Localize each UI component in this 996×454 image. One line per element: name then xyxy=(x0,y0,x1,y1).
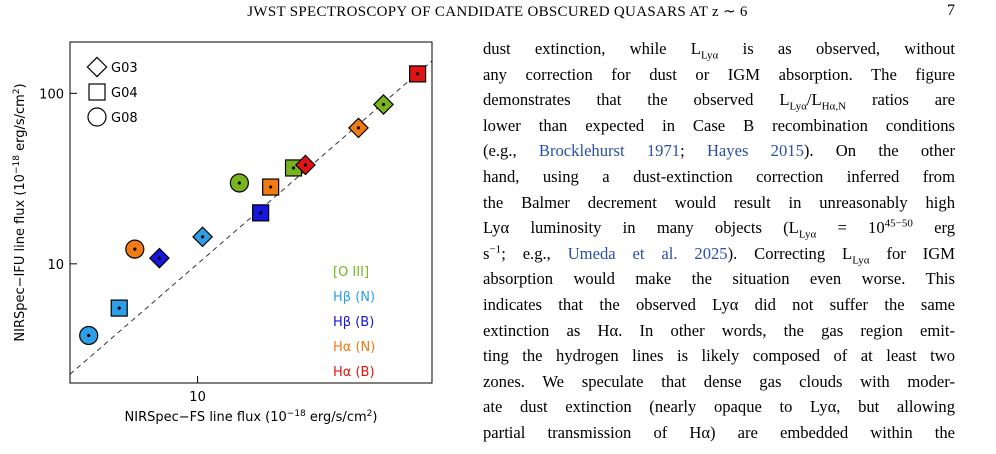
text-segment: lower than expected in Case B recombinat… xyxy=(483,115,955,135)
y-axis-label-part: −18 xyxy=(12,155,22,174)
y-axis-label-part: 2 xyxy=(12,88,22,94)
marker-center xyxy=(117,306,121,310)
text-line: hand, using a dust-extinction correction… xyxy=(483,167,955,187)
text-segment: ; e.g., xyxy=(501,243,568,263)
text-line: (e.g., Brocklehurst 1971; Hayes 2015). O… xyxy=(483,141,955,161)
one-to-one-line xyxy=(70,60,432,375)
text-segment: for IGM xyxy=(869,243,955,263)
header-title: JWST SPECTROSCOPY OF CANDIDATE OBSCURED … xyxy=(247,4,748,20)
text-line: Lyα luminosity in many objects (LLyα = 1… xyxy=(483,217,955,241)
text-segment: −1 xyxy=(489,243,502,256)
page-number: 7 xyxy=(947,2,955,19)
plot-frame xyxy=(69,41,433,384)
text-segment: 45−50 xyxy=(884,217,913,230)
marker-center xyxy=(291,166,296,170)
legend-label: Hβ (N) xyxy=(333,290,375,305)
text-segment: ratios are xyxy=(846,90,955,110)
text-segment: extinction as Hα. In other words, the ga… xyxy=(483,320,955,340)
text-segment: s xyxy=(483,243,490,263)
legend-label: G04 xyxy=(111,86,138,101)
marker-center xyxy=(416,72,420,76)
marker-center xyxy=(200,235,205,239)
x-axis-label-part: NIRSpec−FS line flux (10 xyxy=(125,410,287,425)
text-segment: ting the hydrogen lines is likely compos… xyxy=(483,346,955,366)
marker-center xyxy=(133,247,137,251)
legend-label: Hα (B) xyxy=(333,365,375,380)
text-segment: partial transmission of Hα) are embedded… xyxy=(483,423,955,442)
marker-center xyxy=(381,102,386,107)
text-segment: Lyα xyxy=(798,228,817,241)
marker-diamond xyxy=(86,56,108,78)
x-axis-label-part: ) xyxy=(372,410,377,425)
text-segment: ). On the other xyxy=(803,141,955,161)
text-segment: Lyα xyxy=(700,49,719,62)
marker-center xyxy=(87,333,91,338)
x-axis-label-part: −18 xyxy=(287,409,306,419)
text-segment: hand, using a dust-extinction correction… xyxy=(483,167,955,186)
marker-center xyxy=(259,211,263,215)
marker-center xyxy=(269,185,273,189)
text-line: absorption would make the situation even… xyxy=(483,269,955,289)
text-line: partial transmission of Hα) are embedded… xyxy=(483,423,955,443)
text-segment: (e.g., xyxy=(483,141,539,161)
text-line: ting the hydrogen lines is likely compos… xyxy=(483,346,955,366)
legend-label: [O III] xyxy=(333,265,369,280)
marker-circle xyxy=(87,107,107,127)
x-axis-label-part: erg/s/cm xyxy=(306,410,367,425)
text-segment: zones. We speculate that dense gas cloud… xyxy=(483,371,955,391)
text-segment: Lyα xyxy=(789,100,807,113)
marker-center xyxy=(356,126,361,130)
text-line: dust extinction, while LLyα is as observ… xyxy=(483,39,955,62)
citation-link[interactable]: Hayes 2015 xyxy=(706,141,804,161)
text-line: zones. We speculate that dense gas cloud… xyxy=(483,372,955,392)
y-tick-label: 100 xyxy=(39,87,64,102)
text-segment: indicates that the observed Lyα did not … xyxy=(483,295,955,314)
x-axis-label-part: 2 xyxy=(367,409,373,419)
text-segment: /L xyxy=(806,90,822,110)
text-segment: dust extinction, while L xyxy=(483,39,701,58)
y-axis-label-part: NIRSpec−IFU line flux (10 xyxy=(13,174,28,342)
text-segment: ate dust extinction (nearly opaque to Ly… xyxy=(483,397,955,417)
x-axis-label: NIRSpec−FS line flux (10−18 erg/s/cm2) xyxy=(125,409,378,425)
marker-center xyxy=(237,181,241,185)
text-line: the Balmer decrement would result in unr… xyxy=(483,193,955,213)
text-segment: the Balmer decrement would result in unr… xyxy=(483,192,955,212)
text-segment: = 10 xyxy=(816,218,885,238)
text-segment: Lyα luminosity in many objects (L xyxy=(483,218,799,238)
y-axis-label-part: ) xyxy=(13,83,28,88)
marker-center xyxy=(157,256,162,260)
y-axis-label-part: erg/s/cm xyxy=(13,94,28,155)
legend-label: Hα (N) xyxy=(333,340,375,355)
text-segment: ). Correcting L xyxy=(727,243,853,263)
text-line: s−1; e.g., Umeda et al. 2025). Correctin… xyxy=(483,243,955,267)
marker-center xyxy=(303,163,308,167)
legend-label: Hβ (B) xyxy=(333,315,374,330)
text-segment: absorption would make the situation even… xyxy=(483,269,955,289)
text-segment: ; xyxy=(680,141,707,161)
text-line: lower than expected in Case B recombinat… xyxy=(483,116,955,136)
citation-link[interactable]: Umeda et al. 2025 xyxy=(567,243,728,263)
y-tick-label: 10 xyxy=(47,258,64,273)
text-line: any correction for dust or IGM absorptio… xyxy=(483,65,955,85)
y-axis-label: NIRSpec−IFU line flux (10−18 erg/s/cm2) xyxy=(12,83,28,341)
text-line: extinction as Hα. In other words, the ga… xyxy=(483,321,955,341)
legend-label: G08 xyxy=(111,111,138,126)
text-segment: erg xyxy=(912,218,955,238)
text-line: indicates that the observed Lyα did not … xyxy=(483,295,955,315)
text-segment: Hα,N xyxy=(821,100,847,113)
marker-square xyxy=(88,83,106,101)
text-segment: any correction for dust or IGM absorptio… xyxy=(483,64,955,84)
citation-link[interactable]: Brocklehurst 1971 xyxy=(538,141,681,161)
x-tick-label: 10 xyxy=(189,390,206,405)
text-line: ate dust extinction (nearly opaque to Ly… xyxy=(483,397,955,417)
text-line: demonstrates that the observed LLyα/LHα,… xyxy=(483,90,955,113)
text-segment: is as observed, without xyxy=(718,39,955,58)
legend-label: G03 xyxy=(111,61,138,76)
running-header: JWST SPECTROSCOPY OF CANDIDATE OBSCURED … xyxy=(40,0,955,22)
text-segment: demonstrates that the observed L xyxy=(483,90,790,110)
text-segment: Lyα xyxy=(852,254,870,267)
